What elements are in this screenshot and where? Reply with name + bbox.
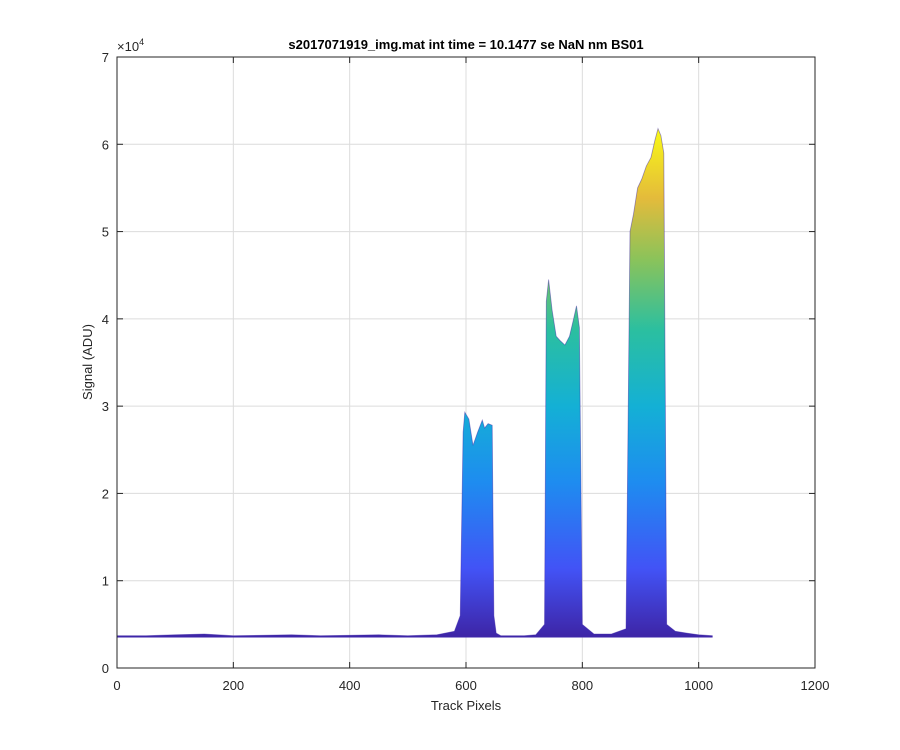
y-tick-label: 0 [102, 661, 109, 676]
y-exponent-label: ×104 [117, 37, 144, 54]
data-layer [117, 127, 713, 638]
signal-line [117, 127, 713, 637]
y-tick-label: 1 [102, 574, 109, 589]
axis-ticks: 0 200 400 600 800 1000 1200 0 1 2 3 4 5 6 7 [102, 50, 830, 693]
y-tick-label: 3 [102, 399, 109, 414]
x-tick-label: 600 [455, 678, 477, 693]
x-tick-label: 400 [339, 678, 361, 693]
y-tick-label: 2 [102, 486, 109, 501]
x-tick-label: 200 [222, 678, 244, 693]
x-tick-label: 1000 [684, 678, 713, 693]
y-tick-label: 6 [102, 137, 109, 152]
x-axis-label: Track Pixels [431, 698, 502, 713]
signal-area [117, 128, 713, 638]
chart-title: s2017071919_img.mat int time = 10.1477 s… [288, 37, 643, 52]
x-tick-label: 800 [571, 678, 593, 693]
x-tick-label: 1200 [801, 678, 830, 693]
x-tick-label: 0 [113, 678, 120, 693]
y-tick-label: 5 [102, 225, 109, 240]
y-tick-label: 7 [102, 50, 109, 65]
y-axis-label: Signal (ADU) [80, 324, 95, 400]
y-tick-label: 4 [102, 312, 109, 327]
